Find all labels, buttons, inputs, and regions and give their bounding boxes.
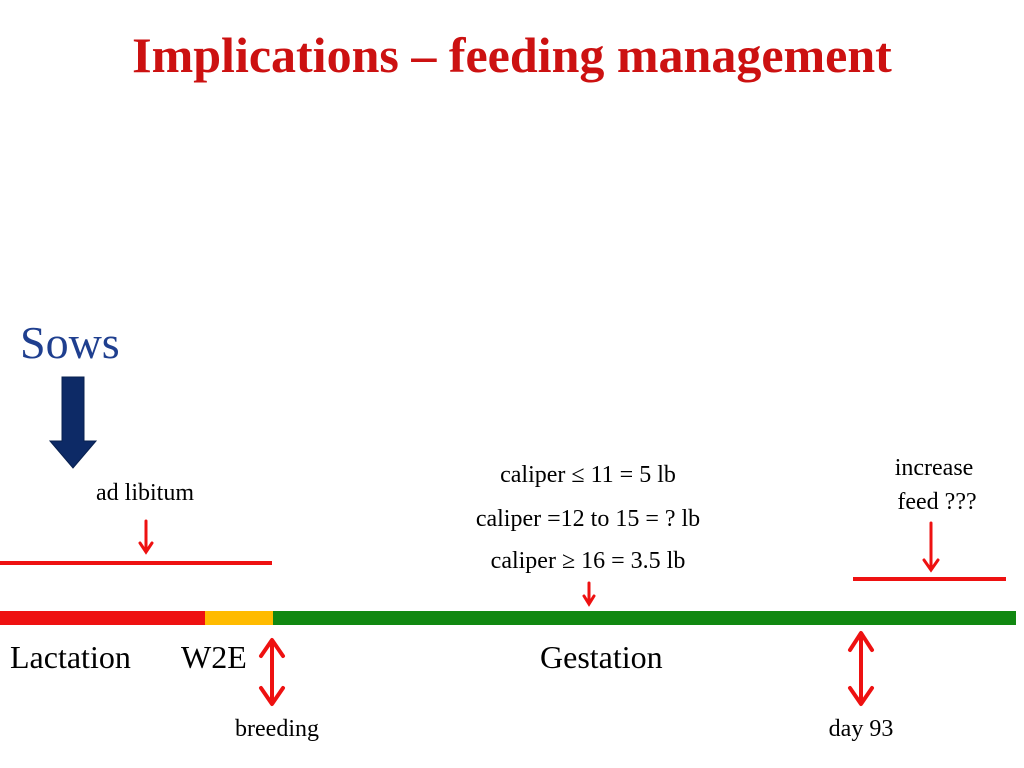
caliper-low-label: caliper ≤ 11 = 5 lb (500, 462, 676, 488)
timeline-w2e-segment (205, 611, 273, 625)
phase-gestation-label: Gestation (540, 639, 663, 675)
increase-feed-label-line2: feed ??? (897, 489, 977, 515)
slide-title: Implications – feeding management (132, 27, 892, 83)
breeding-double-arrow-icon (259, 638, 285, 706)
day93-label: day 93 (828, 716, 894, 742)
increase-feed-label-line1: increase (894, 455, 974, 481)
caliper-pointer-arrow-icon (582, 581, 596, 607)
ad-libitum-pointer-arrow-icon (138, 519, 154, 555)
increase-feed-pointer-arrow-icon (922, 521, 940, 573)
caliper-mid-label: caliper =12 to 15 = ? lb (475, 506, 701, 532)
phase-lactation-label: Lactation (10, 639, 131, 675)
ad-libitum-label: ad libitum (96, 480, 194, 506)
navy-down-arrow-icon (48, 376, 98, 469)
day93-double-arrow-icon (848, 631, 874, 706)
phase-w2e-label: W2E (181, 639, 247, 675)
timeline-gestation-segment (273, 611, 1016, 625)
sows-heading: Sows (20, 317, 120, 368)
caliper-high-label: caliper ≥ 16 = 3.5 lb (490, 548, 686, 574)
breeding-label: breeding (235, 716, 319, 742)
timeline-lactation-segment (0, 611, 205, 625)
